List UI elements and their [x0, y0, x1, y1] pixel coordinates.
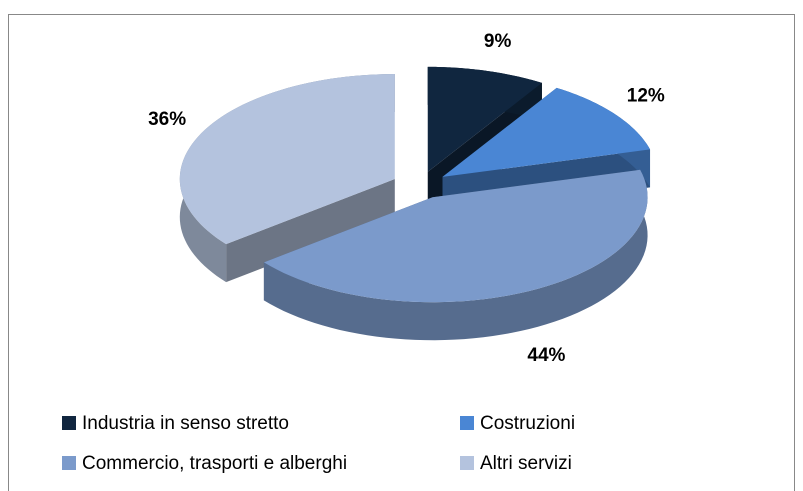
slice [263, 169, 648, 341]
legend-swatch [460, 456, 474, 470]
slice-wall [263, 169, 648, 341]
data-label: 36% [148, 109, 186, 130]
slice-top [179, 74, 395, 245]
legend-swatch [460, 416, 474, 430]
legend-label: Industria in senso stretto [82, 413, 289, 434]
data-label: 9% [484, 31, 512, 52]
slice-side [226, 179, 395, 283]
legend-label: Altri servizi [480, 453, 572, 474]
slice-top [263, 169, 648, 303]
legend-swatch [62, 416, 76, 430]
legend-label: Commercio, trasporti e alberghi [82, 453, 347, 474]
data-label: 12% [627, 86, 665, 107]
legend-swatch [62, 456, 76, 470]
slice-top [442, 87, 651, 177]
legend-label: Costruzioni [480, 413, 575, 434]
slice [442, 87, 651, 215]
slice-top [427, 66, 542, 172]
slice [179, 74, 395, 283]
data-label: 44% [527, 345, 565, 366]
